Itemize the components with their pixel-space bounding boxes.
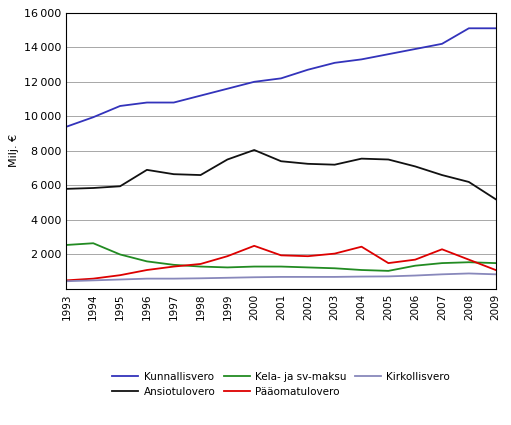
Kela- ja sv-maksu — [90, 241, 96, 246]
Kela- ja sv-maksu — [358, 267, 364, 272]
Ansiotulovero — [251, 147, 257, 153]
Kunnallisvero — [224, 86, 230, 91]
Ansiotulovero — [171, 172, 177, 177]
Ansiotulovero — [466, 179, 472, 184]
Kirkollisvero — [439, 272, 445, 277]
Kela- ja sv-maksu — [117, 252, 123, 257]
Ansiotulovero — [358, 156, 364, 161]
Kela- ja sv-maksu — [305, 265, 311, 270]
Line: Ansiotulovero: Ansiotulovero — [66, 150, 496, 199]
Pääomatulovero — [412, 257, 418, 262]
Line: Kirkollisvero: Kirkollisvero — [66, 273, 496, 281]
Kela- ja sv-maksu — [466, 260, 472, 265]
Ansiotulovero — [412, 164, 418, 169]
Kunnallisvero — [358, 57, 364, 62]
Kunnallisvero — [412, 46, 418, 51]
Kirkollisvero — [385, 274, 391, 279]
Y-axis label: Milj. €: Milj. € — [9, 134, 18, 167]
Kirkollisvero — [493, 272, 499, 277]
Pääomatulovero — [144, 267, 150, 272]
Pääomatulovero — [63, 278, 69, 283]
Pääomatulovero — [171, 264, 177, 269]
Kirkollisvero — [90, 278, 96, 283]
Kunnallisvero — [466, 26, 472, 31]
Kirkollisvero — [197, 276, 203, 281]
Kunnallisvero — [171, 100, 177, 105]
Line: Kela- ja sv-maksu: Kela- ja sv-maksu — [66, 243, 496, 271]
Kirkollisvero — [224, 275, 230, 281]
Kunnallisvero — [305, 67, 311, 72]
Kunnallisvero — [117, 103, 123, 108]
Kela- ja sv-maksu — [493, 261, 499, 266]
Pääomatulovero — [385, 261, 391, 266]
Kunnallisvero — [493, 26, 499, 31]
Ansiotulovero — [385, 157, 391, 162]
Kirkollisvero — [251, 275, 257, 280]
Kela- ja sv-maksu — [412, 263, 418, 268]
Pääomatulovero — [251, 243, 257, 248]
Pääomatulovero — [358, 244, 364, 249]
Ansiotulovero — [197, 173, 203, 178]
Kunnallisvero — [278, 76, 284, 81]
Kunnallisvero — [385, 52, 391, 57]
Kirkollisvero — [466, 271, 472, 276]
Kela- ja sv-maksu — [439, 261, 445, 266]
Pääomatulovero — [493, 267, 499, 272]
Pääomatulovero — [278, 253, 284, 258]
Pääomatulovero — [332, 251, 338, 256]
Kela- ja sv-maksu — [278, 264, 284, 269]
Kunnallisvero — [63, 124, 69, 129]
Kela- ja sv-maksu — [224, 265, 230, 270]
Kunnallisvero — [251, 79, 257, 85]
Kela- ja sv-maksu — [332, 266, 338, 271]
Kirkollisvero — [63, 279, 69, 284]
Legend: Kunnallisvero, Ansiotulovero, Kela- ja sv-maksu, Pääomatulovero, Kirkollisvero: Kunnallisvero, Ansiotulovero, Kela- ja s… — [112, 371, 450, 397]
Ansiotulovero — [117, 184, 123, 189]
Ansiotulovero — [144, 167, 150, 173]
Kunnallisvero — [439, 41, 445, 46]
Kirkollisvero — [412, 273, 418, 278]
Ansiotulovero — [224, 157, 230, 162]
Kela- ja sv-maksu — [385, 268, 391, 273]
Ansiotulovero — [439, 173, 445, 178]
Kirkollisvero — [117, 277, 123, 282]
Kunnallisvero — [144, 100, 150, 105]
Kirkollisvero — [144, 276, 150, 281]
Ansiotulovero — [278, 159, 284, 164]
Ansiotulovero — [332, 162, 338, 167]
Pääomatulovero — [90, 276, 96, 281]
Kunnallisvero — [197, 93, 203, 98]
Pääomatulovero — [197, 261, 203, 266]
Pääomatulovero — [224, 254, 230, 259]
Kela- ja sv-maksu — [171, 262, 177, 267]
Pääomatulovero — [117, 273, 123, 278]
Kela- ja sv-maksu — [63, 242, 69, 247]
Kirkollisvero — [332, 275, 338, 280]
Kirkollisvero — [358, 274, 364, 279]
Kirkollisvero — [171, 276, 177, 281]
Ansiotulovero — [90, 185, 96, 190]
Ansiotulovero — [493, 197, 499, 202]
Kirkollisvero — [305, 275, 311, 280]
Kela- ja sv-maksu — [197, 264, 203, 269]
Kirkollisvero — [278, 275, 284, 280]
Pääomatulovero — [466, 257, 472, 262]
Kunnallisvero — [332, 60, 338, 65]
Line: Pääomatulovero: Pääomatulovero — [66, 246, 496, 280]
Pääomatulovero — [439, 247, 445, 252]
Kela- ja sv-maksu — [144, 259, 150, 264]
Pääomatulovero — [305, 254, 311, 259]
Kunnallisvero — [90, 115, 96, 120]
Ansiotulovero — [63, 186, 69, 191]
Ansiotulovero — [305, 161, 311, 166]
Kela- ja sv-maksu — [251, 264, 257, 269]
Line: Kunnallisvero: Kunnallisvero — [66, 28, 496, 127]
